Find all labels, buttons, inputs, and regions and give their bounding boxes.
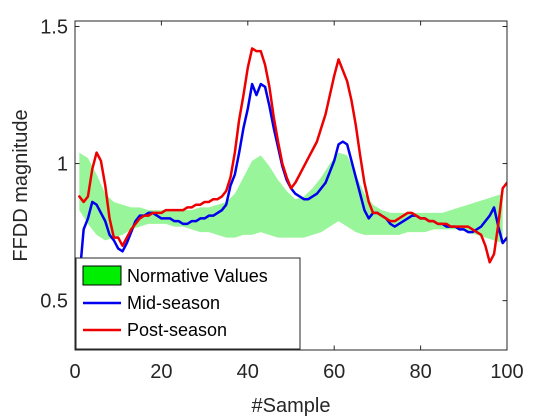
x-tick-label: 60 xyxy=(323,361,345,383)
x-tick-label: 0 xyxy=(69,361,80,383)
legend-label-mid-season: Mid-season xyxy=(127,293,220,313)
legend: Normative Values Mid-season Post-season xyxy=(75,257,301,350)
x-tick-label: 100 xyxy=(490,361,523,383)
y-tick-label: 1 xyxy=(57,154,68,176)
legend-label-post-season: Post-season xyxy=(127,320,227,340)
legend-label-normative: Normative Values xyxy=(127,266,268,286)
legend-swatch-normative xyxy=(82,265,122,286)
tick-labels: 0 20 40 60 80 100 0.5 1 1.5 xyxy=(40,16,524,383)
y-tick-label: 1.5 xyxy=(40,16,68,38)
series-line-post-season xyxy=(78,47,507,264)
x-tick-label: 40 xyxy=(237,361,259,383)
x-tick-label: 80 xyxy=(409,361,431,383)
y-axis-label: FFDD magnitude xyxy=(10,109,32,261)
x-axis-label: #Sample xyxy=(252,395,331,417)
y-tick-label: 0.5 xyxy=(40,291,68,313)
data-layer xyxy=(78,47,507,280)
axes-box xyxy=(74,20,508,351)
x-tick-label: 20 xyxy=(150,361,172,383)
